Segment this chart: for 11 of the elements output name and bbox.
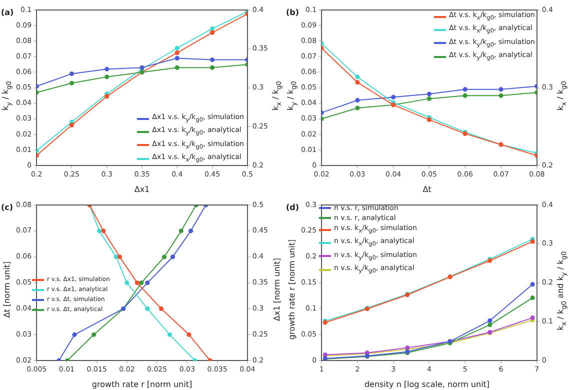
y-axis-title: Δt [norm unit] [2,260,12,318]
y-axis-title: growth rate r [norm unit] [288,238,296,340]
y2-axis-title: Δx1 [norm unit] [272,257,282,321]
chart-title: (b) [286,8,300,17]
x-axis-title: density n [log scale, norm unit] [363,380,491,389]
chart-title: (c) [1,203,14,212]
x-axis-title: Δt [422,185,432,194]
x-axis-title: Δx1 [133,185,151,194]
x-axis-title: growth rate r [norm unit] [90,380,194,389]
chart-title: (a) [1,8,14,17]
chart-title: (d) [286,203,300,212]
